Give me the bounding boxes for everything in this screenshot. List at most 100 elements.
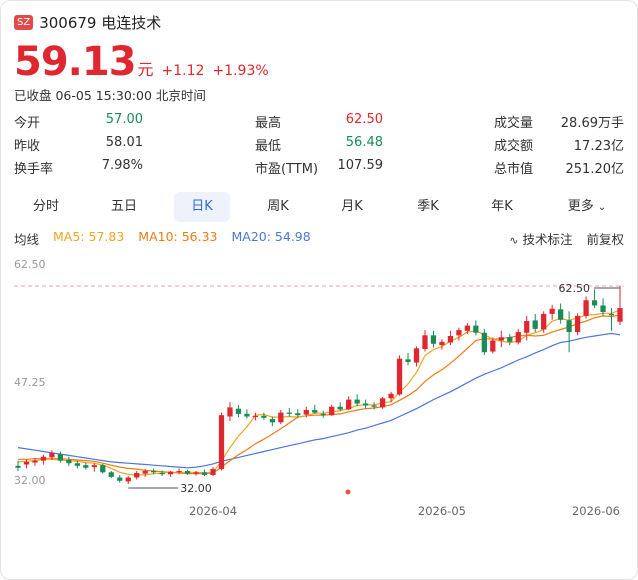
candle-body (32, 460, 38, 463)
candle-body (549, 308, 555, 314)
adjust-mode-button[interactable]: 前复权 (586, 232, 624, 247)
candle-body (125, 477, 131, 482)
wave-icon: ∿ (509, 234, 519, 247)
candle-body (66, 459, 72, 464)
ma20-line (17, 332, 621, 469)
x-tick-label: 2026-06 (572, 504, 620, 518)
x-tick-label: 2026-05 (418, 504, 466, 518)
tab-monthly-k[interactable]: 月K (341, 199, 363, 214)
candle-body (473, 325, 479, 333)
candle-body (405, 359, 411, 362)
market-status: 已收盘 06-05 15:30:00 北京时间 (14, 88, 206, 103)
stat-value: 56.48 (345, 135, 383, 150)
candle-body (201, 472, 208, 475)
candle-body (379, 398, 386, 408)
low-marker-label: 32.00 (180, 482, 212, 495)
tab-daily-k[interactable]: 日K (174, 192, 230, 222)
chevron-down-icon: ⌄ (597, 202, 607, 213)
candle-body (346, 399, 352, 410)
stat-label: 成交量 (494, 116, 534, 131)
candle-body (83, 465, 89, 468)
tab-more-label: 更多 (567, 199, 594, 214)
candle-body (464, 325, 471, 331)
y-tick-label: 47.25 (14, 376, 46, 389)
candle-body (337, 406, 343, 410)
candle-body (600, 305, 606, 312)
candle-body (396, 358, 403, 395)
stat-value: 28.69万手 (560, 116, 624, 131)
stat-value: 251.20亿 (565, 162, 625, 177)
tab-yearly-k[interactable]: 年K (491, 199, 513, 214)
stat-value: 107.59 (337, 158, 384, 173)
candle-body (558, 309, 564, 320)
candle-body (583, 300, 589, 316)
candle-body (134, 472, 140, 478)
candle-body (524, 321, 530, 333)
price-line: 59.13 元 +1.12 +1.93% (14, 40, 269, 84)
tab-weekly-k[interactable]: 周K (267, 199, 289, 214)
stat-value: 57.00 (105, 112, 143, 127)
ma5-line (17, 309, 621, 476)
period-tabs: 分时 五日 日K 周K 月K 季K 年K 更多 ⌄ (10, 192, 630, 222)
candle-body (541, 313, 547, 330)
candle-body (210, 469, 216, 475)
candle-body (151, 471, 157, 473)
candle-body (142, 471, 148, 474)
technical-annotation-toggle[interactable]: ∿ 技术标注 (509, 229, 572, 248)
stat-value: 7.98% (101, 158, 143, 173)
stat-label: 昨收 (14, 139, 41, 154)
candle-body (74, 463, 80, 466)
candle-body (430, 335, 437, 344)
stat-label: 今开 (14, 116, 41, 131)
tab-intraday[interactable]: 分时 (32, 199, 59, 214)
tab-five-day[interactable]: 五日 (110, 199, 137, 214)
candle-body (574, 315, 581, 333)
candle-body (15, 465, 21, 468)
ma-legend: 均线 MA5: 57.83 MA10: 56.33 MA20: 54.98 (14, 229, 311, 248)
candle-body (278, 412, 284, 423)
candle-body (388, 393, 394, 399)
stat-label: 市盈(TTM) (255, 162, 319, 177)
stat-label: 总市值 (494, 162, 534, 177)
candle-body (295, 413, 301, 416)
stat-value: 62.50 (345, 112, 383, 127)
x-tick-label: 2026-04 (189, 504, 237, 518)
candle-body (363, 403, 369, 406)
candle-body (117, 477, 123, 481)
candle-body (413, 348, 420, 363)
market-badge: SZ (14, 15, 34, 30)
ma5-value: MA5: 57.83 (53, 229, 125, 244)
candle-body (608, 313, 615, 316)
kline-chart[interactable]: 62.50 47.25 32.00 2026-04 2026-05 2026-06 62.5… (0, 250, 638, 580)
candle-body (108, 472, 114, 477)
price-change: +1.12 (161, 63, 205, 79)
tab-quarterly-k[interactable]: 季K (417, 199, 439, 214)
candle-body (49, 452, 55, 458)
ma10-value: MA10: 56.33 (138, 229, 218, 244)
candle-body (490, 340, 496, 352)
stat-value: 58.01 (105, 135, 143, 150)
candle-body (40, 456, 47, 461)
current-price: 59.13 (14, 39, 137, 85)
candle-body (227, 407, 233, 417)
candle-body (320, 413, 326, 416)
candle-body (91, 465, 97, 468)
candle-body (176, 471, 182, 473)
stat-value: 17.23亿 (573, 139, 624, 154)
candle-body (447, 335, 454, 343)
candle-body (312, 409, 318, 413)
candle-body (193, 472, 199, 474)
stat-label: 最低 (255, 139, 282, 154)
candle-body (354, 399, 360, 404)
tab-more[interactable]: 更多 ⌄ (554, 192, 620, 222)
price-unit: 元 (137, 60, 154, 79)
ma10-line (18, 314, 621, 475)
stat-label: 成交额 (494, 139, 534, 154)
candle-body (261, 415, 267, 418)
candle-body (439, 341, 445, 346)
technical-annotation-label: 技术标注 (522, 232, 573, 247)
candle-body (371, 405, 377, 407)
ma20-value: MA20: 54.98 (231, 229, 311, 244)
candle-body (498, 337, 504, 341)
y-tick-label: 62.50 (14, 258, 46, 271)
